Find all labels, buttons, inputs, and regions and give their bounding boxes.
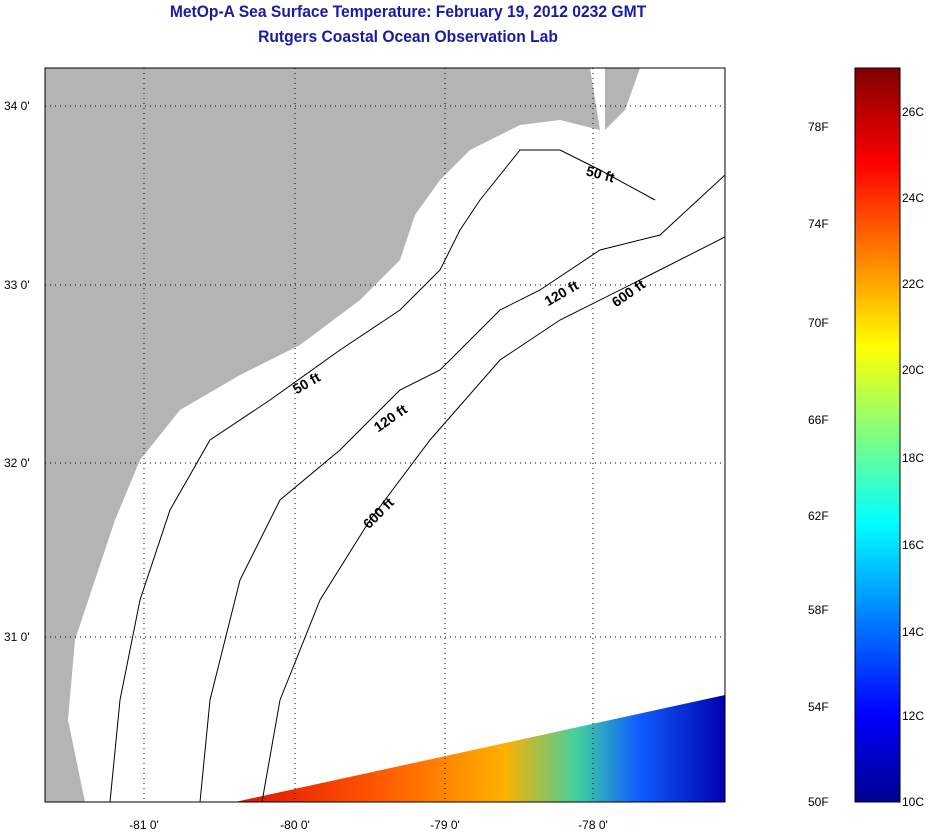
lon-label: -79 0': [430, 818, 460, 832]
lat-label: 33 0': [4, 278, 30, 292]
contour-600ft: [261, 236, 725, 802]
contour-50ft: [109, 149, 656, 802]
lon-label: -78 0': [578, 818, 608, 832]
colorbar-f-label: 66F: [808, 413, 829, 427]
lat-label: 31 0': [4, 630, 30, 644]
colorbar-c-label: 14C: [902, 625, 925, 639]
land: [45, 68, 600, 802]
contour-120ft: [199, 174, 725, 802]
map-subtitle: Rutgers Coastal Ocean Observation Lab: [258, 27, 558, 46]
lat-label: 34 0': [4, 99, 30, 113]
colorbar: [854, 67, 901, 803]
colorbar-c-label: 20C: [902, 363, 925, 377]
lon-label: -80 0': [280, 818, 310, 832]
colorbar-f-label: 58F: [808, 603, 829, 617]
colorbar-c-label: 26C: [902, 105, 925, 119]
map-title: MetOp-A Sea Surface Temperature: Februar…: [169, 2, 647, 21]
sst-swath: [235, 695, 725, 802]
colorbar-c-label: 12C: [902, 709, 925, 723]
colorbar-c-label: 10C: [902, 795, 925, 809]
colorbar-f-label: 54F: [808, 700, 829, 714]
colorbar-f-label: 62F: [808, 509, 829, 523]
lat-label: 32 0': [4, 456, 30, 470]
lon-label: -81 0': [129, 818, 159, 832]
colorbar-c-label: 24C: [902, 191, 925, 205]
colorbar-c-label: 22C: [902, 277, 925, 291]
colorbar-f-label: 74F: [808, 217, 829, 231]
colorbar-c-label: 18C: [902, 451, 925, 465]
colorbar-c-label: 16C: [902, 538, 925, 552]
colorbar-f-label: 78F: [808, 120, 829, 134]
colorbar-f-label: 50F: [808, 795, 829, 809]
colorbar-f-label: 70F: [808, 316, 829, 330]
